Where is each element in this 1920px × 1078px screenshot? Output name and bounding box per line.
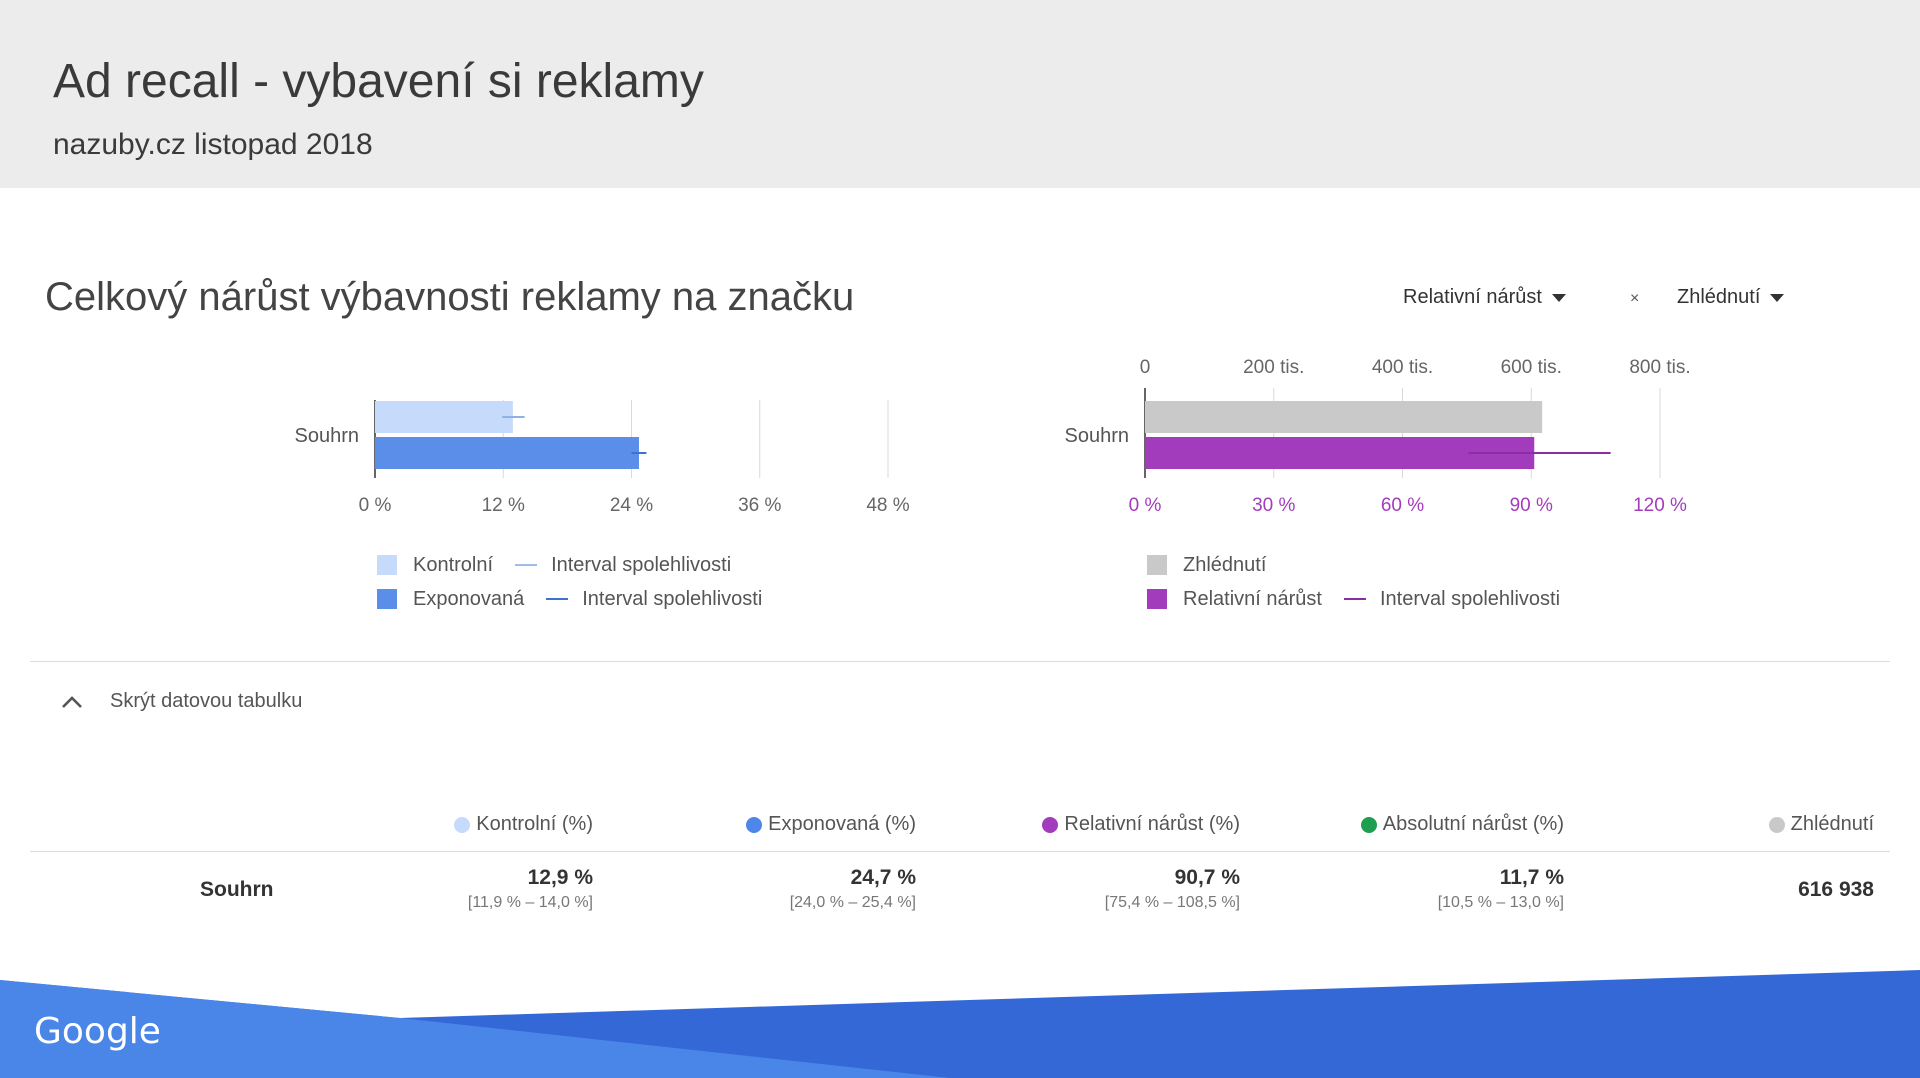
cell-interval: [75,4 % – 108,5 %] [1104, 894, 1240, 911]
bar-control [375, 401, 513, 433]
top-x-tick-label: 400 tis. [1372, 357, 1433, 378]
google-logo: Google [34, 1011, 161, 1052]
column-header-label: Absolutní nárůst (%) [1382, 813, 1564, 835]
bar-exposed [375, 437, 639, 469]
cell-value: 24,7 % [850, 866, 916, 889]
legend-item-views: Zhlédnutí [1147, 548, 1560, 582]
column-header-relative-lift: Relativní nárůst (%) [1042, 813, 1240, 836]
legend-swatch-relative-lift [1147, 589, 1167, 609]
bottom-x-tick-label: 60 % [1381, 495, 1424, 516]
column-header-label: Relativní nárůst (%) [1064, 813, 1240, 835]
dot-icon [1360, 816, 1377, 833]
right-chart-legend: Zhlédnutí Relativní nárůst Interval spol… [1147, 548, 1560, 616]
legend-label-views: Zhlédnutí [1183, 553, 1267, 576]
legend-ci-line-exposed [546, 598, 569, 600]
cell-value: 616 938 [1798, 878, 1874, 901]
bottom-x-tick-label: 0 % [1129, 495, 1162, 516]
top-x-tick-label: 200 tis. [1243, 357, 1304, 378]
section-divider [30, 661, 1890, 662]
table-header-divider [30, 851, 1890, 852]
chevron-up-icon [62, 695, 82, 708]
slide-title: Ad recall - vybavení si reklamy [53, 55, 704, 108]
column-header-control: Kontrolní (%) [454, 813, 593, 836]
cell-interval: [24,0 % – 25,4 %] [789, 894, 916, 911]
legend-swatch-exposed [377, 589, 397, 609]
cell-value: 12,9 % [527, 866, 593, 889]
row-label: Souhrn [200, 878, 274, 901]
legend-swatch-control [377, 555, 397, 575]
cell-relative-lift: 90,7 % [75,4 % – 108,5 %] [1105, 866, 1240, 912]
column-header-exposed: Exponovaná (%) [746, 813, 916, 836]
legend-label-control: Kontrolní [413, 553, 494, 576]
category-label: Souhrn [295, 425, 360, 447]
column-header-label: Kontrolní (%) [476, 813, 593, 835]
dimension-dropdown-label: Zhlédnutí [1677, 286, 1761, 308]
dot-icon [1042, 816, 1059, 833]
legend-item-control: Kontrolní Interval spolehlivosti [377, 548, 762, 582]
column-header-views: Zhlédnutí [1768, 813, 1874, 836]
dot-icon [1768, 816, 1785, 833]
cell-views: 616 938 [1798, 878, 1874, 902]
legend-item-exposed: Exponovaná Interval spolehlivosti [377, 582, 762, 616]
x-tick-label: 24 % [610, 495, 653, 516]
x-tick-label: 0 % [359, 495, 392, 516]
dot-icon [454, 816, 471, 833]
metric-dropdown[interactable]: Relativní nárůst [1403, 286, 1566, 309]
cell-control: 12,9 % [11,9 % – 14,0 %] [468, 866, 593, 912]
footer-band [0, 970, 1920, 1078]
bottom-x-tick-label: 30 % [1252, 495, 1295, 516]
hide-data-table-label: Skrýt datovou tabulku [110, 690, 303, 712]
legend-label-relative-lift: Relativní nárůst [1183, 587, 1322, 610]
cell-interval: [11,9 % – 14,0 %] [467, 894, 593, 911]
legend-label-exposed: Exponovaná [413, 587, 525, 610]
legend-ci-label-relative-lift: Interval spolehlivosti [1379, 587, 1561, 610]
top-x-tick-label: 600 tis. [1501, 357, 1562, 378]
cell-exposed: 24,7 % [24,0 % – 25,4 %] [790, 866, 916, 912]
cell-value: 90,7 % [1174, 866, 1240, 889]
metric-dropdown-label: Relativní nárůst [1403, 286, 1542, 308]
lift-bar-chart-left: 0 % 12 % 24 % 36 % 48 % Souhrn [295, 400, 910, 516]
dimension-dropdown[interactable]: Zhlédnutí [1677, 286, 1785, 309]
dot-icon [746, 816, 763, 833]
x-tick-label: 12 % [482, 495, 525, 516]
legend-ci-label-exposed: Interval spolehlivosti [582, 587, 763, 610]
bottom-x-tick-label: 90 % [1510, 495, 1553, 516]
bar-views [1145, 401, 1543, 433]
top-x-tick-label: 0 [1140, 357, 1151, 378]
slide-header: Ad recall - vybavení si reklamy nazuby.c… [0, 0, 1920, 188]
legend-ci-line-control [515, 564, 538, 566]
category-label: Souhrn [1065, 425, 1130, 447]
x-tick-label: 36 % [738, 495, 781, 516]
section-title: Celkový nárůst výbavnosti reklamy na zna… [45, 275, 855, 319]
lift-bar-chart-right: 0 200 tis. 400 tis. 600 tis. 800 tis. 0 % 30 %… [1065, 357, 1691, 516]
hide-data-table-toggle[interactable]: Skrýt datovou tabulku [60, 690, 302, 713]
column-header-absolute-lift: Absolutní nárůst (%) [1360, 813, 1564, 836]
dropdown-arrow-icon [1551, 293, 1566, 302]
legend-ci-line-relative-lift [1343, 598, 1366, 600]
left-chart-legend: Kontrolní Interval spolehlivosti Exponov… [377, 548, 762, 616]
slide-subtitle: nazuby.cz listopad 2018 [53, 128, 373, 161]
column-header-label: Exponovaná (%) [768, 813, 916, 835]
cell-absolute-lift: 11,7 % [10,5 % – 13,0 %] [1438, 866, 1564, 912]
multiply-separator: × [1630, 290, 1640, 307]
column-header-label: Zhlédnutí [1790, 813, 1874, 835]
cell-interval: [10,5 % – 13,0 %] [1437, 894, 1564, 911]
legend-item-relative-lift: Relativní nárůst Interval spolehlivosti [1147, 582, 1560, 616]
cell-value: 11,7 % [1499, 866, 1564, 889]
bottom-x-tick-label: 120 % [1633, 495, 1687, 516]
legend-ci-label-control: Interval spolehlivosti [551, 553, 732, 576]
x-tick-label: 48 % [866, 495, 909, 516]
legend-swatch-views [1147, 555, 1167, 575]
dropdown-arrow-icon [1770, 293, 1785, 302]
top-x-tick-label: 800 tis. [1629, 357, 1690, 378]
